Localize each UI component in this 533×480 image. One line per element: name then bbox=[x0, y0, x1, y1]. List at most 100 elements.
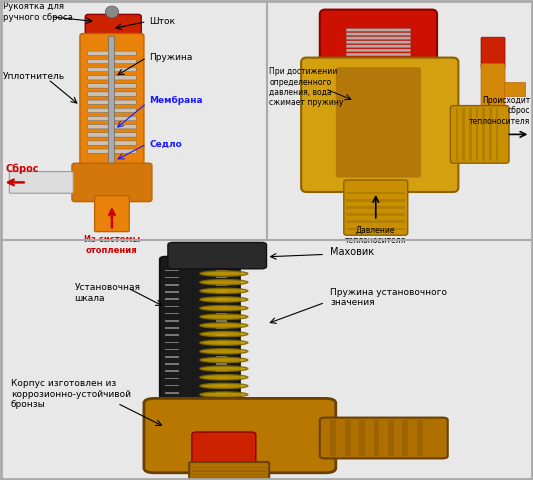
Ellipse shape bbox=[200, 374, 248, 380]
FancyBboxPatch shape bbox=[320, 418, 448, 458]
Bar bbox=[216, 306, 227, 307]
FancyBboxPatch shape bbox=[87, 67, 136, 72]
FancyBboxPatch shape bbox=[346, 41, 410, 44]
Bar bbox=[346, 213, 405, 216]
FancyBboxPatch shape bbox=[10, 172, 74, 193]
Bar bbox=[192, 470, 266, 471]
Bar bbox=[216, 392, 227, 394]
Bar bbox=[165, 291, 179, 293]
Bar bbox=[216, 291, 227, 293]
Text: Маховик: Маховик bbox=[330, 247, 375, 257]
Bar bbox=[165, 385, 179, 386]
FancyBboxPatch shape bbox=[87, 51, 136, 56]
Bar bbox=[330, 420, 336, 456]
FancyBboxPatch shape bbox=[87, 59, 136, 64]
Bar bbox=[216, 270, 227, 271]
Bar bbox=[388, 420, 394, 456]
FancyBboxPatch shape bbox=[189, 462, 269, 480]
Bar bbox=[165, 392, 179, 394]
Bar bbox=[456, 108, 458, 161]
Bar bbox=[165, 313, 179, 314]
Bar bbox=[165, 298, 179, 300]
Text: Мембрана: Мембрана bbox=[149, 96, 203, 105]
Ellipse shape bbox=[200, 400, 248, 406]
FancyBboxPatch shape bbox=[87, 133, 136, 137]
FancyBboxPatch shape bbox=[192, 432, 256, 463]
FancyBboxPatch shape bbox=[168, 242, 266, 269]
Bar bbox=[216, 371, 227, 372]
Bar bbox=[108, 36, 114, 173]
FancyBboxPatch shape bbox=[87, 100, 136, 104]
FancyBboxPatch shape bbox=[346, 33, 410, 36]
FancyBboxPatch shape bbox=[87, 76, 136, 80]
Bar bbox=[345, 420, 351, 456]
Bar bbox=[165, 306, 179, 307]
Text: Шток: Шток bbox=[149, 17, 175, 26]
Bar bbox=[374, 420, 379, 456]
Text: Уплотнитель: Уплотнитель bbox=[3, 72, 65, 81]
Ellipse shape bbox=[200, 279, 248, 285]
Bar bbox=[192, 467, 266, 468]
FancyBboxPatch shape bbox=[346, 37, 410, 40]
Ellipse shape bbox=[200, 314, 248, 320]
Bar bbox=[504, 82, 525, 96]
Ellipse shape bbox=[200, 348, 248, 354]
Text: Из системы
отопления: Из системы отопления bbox=[84, 235, 140, 254]
Bar bbox=[165, 327, 179, 329]
Bar bbox=[216, 342, 227, 343]
Text: Пружина: Пружина bbox=[149, 53, 192, 62]
Bar bbox=[346, 220, 405, 223]
Bar bbox=[216, 406, 227, 408]
FancyBboxPatch shape bbox=[80, 34, 144, 175]
FancyBboxPatch shape bbox=[320, 10, 437, 77]
Ellipse shape bbox=[200, 323, 248, 328]
Bar bbox=[216, 399, 227, 401]
Bar bbox=[463, 108, 465, 161]
Ellipse shape bbox=[200, 340, 248, 345]
Bar bbox=[346, 199, 405, 202]
Bar bbox=[475, 108, 479, 161]
Bar bbox=[216, 377, 227, 379]
Bar bbox=[165, 406, 179, 408]
Bar bbox=[216, 327, 227, 329]
Bar bbox=[165, 276, 179, 278]
Bar bbox=[346, 228, 405, 230]
Ellipse shape bbox=[200, 357, 248, 363]
Ellipse shape bbox=[200, 288, 248, 293]
FancyBboxPatch shape bbox=[346, 53, 410, 56]
Bar bbox=[216, 356, 227, 358]
Bar bbox=[165, 320, 179, 322]
FancyBboxPatch shape bbox=[336, 67, 421, 178]
FancyBboxPatch shape bbox=[72, 163, 152, 202]
FancyBboxPatch shape bbox=[87, 108, 136, 113]
Text: При достижении
определенного
давления, вода
сжимает пружину: При достижении определенного давления, в… bbox=[269, 67, 344, 108]
Bar bbox=[417, 420, 423, 456]
Text: Происходит
сброс
теплоносителя: Происходит сброс теплоносителя bbox=[469, 96, 530, 126]
Bar bbox=[469, 108, 472, 161]
FancyBboxPatch shape bbox=[95, 196, 129, 232]
Bar bbox=[165, 371, 179, 372]
Bar bbox=[216, 298, 227, 300]
Bar bbox=[346, 206, 405, 209]
Text: Давление
теплоносителя: Давление теплоносителя bbox=[345, 226, 406, 245]
FancyBboxPatch shape bbox=[344, 180, 408, 235]
Bar bbox=[216, 348, 227, 350]
FancyBboxPatch shape bbox=[160, 257, 240, 415]
Bar bbox=[216, 284, 227, 286]
FancyBboxPatch shape bbox=[87, 92, 136, 96]
Bar bbox=[489, 108, 492, 161]
Bar bbox=[165, 363, 179, 365]
Bar bbox=[165, 399, 179, 401]
Bar bbox=[216, 385, 227, 386]
Bar bbox=[216, 363, 227, 365]
FancyBboxPatch shape bbox=[87, 149, 136, 154]
FancyBboxPatch shape bbox=[346, 61, 410, 64]
Text: Корпус изготовлен из
коррозионно-устойчивой
бронзы: Корпус изготовлен из коррозионно-устойчи… bbox=[11, 379, 131, 409]
FancyBboxPatch shape bbox=[346, 29, 410, 32]
FancyBboxPatch shape bbox=[346, 57, 410, 60]
FancyBboxPatch shape bbox=[87, 84, 136, 88]
FancyBboxPatch shape bbox=[346, 49, 410, 52]
FancyBboxPatch shape bbox=[87, 141, 136, 145]
FancyBboxPatch shape bbox=[481, 37, 505, 68]
Bar bbox=[216, 320, 227, 322]
